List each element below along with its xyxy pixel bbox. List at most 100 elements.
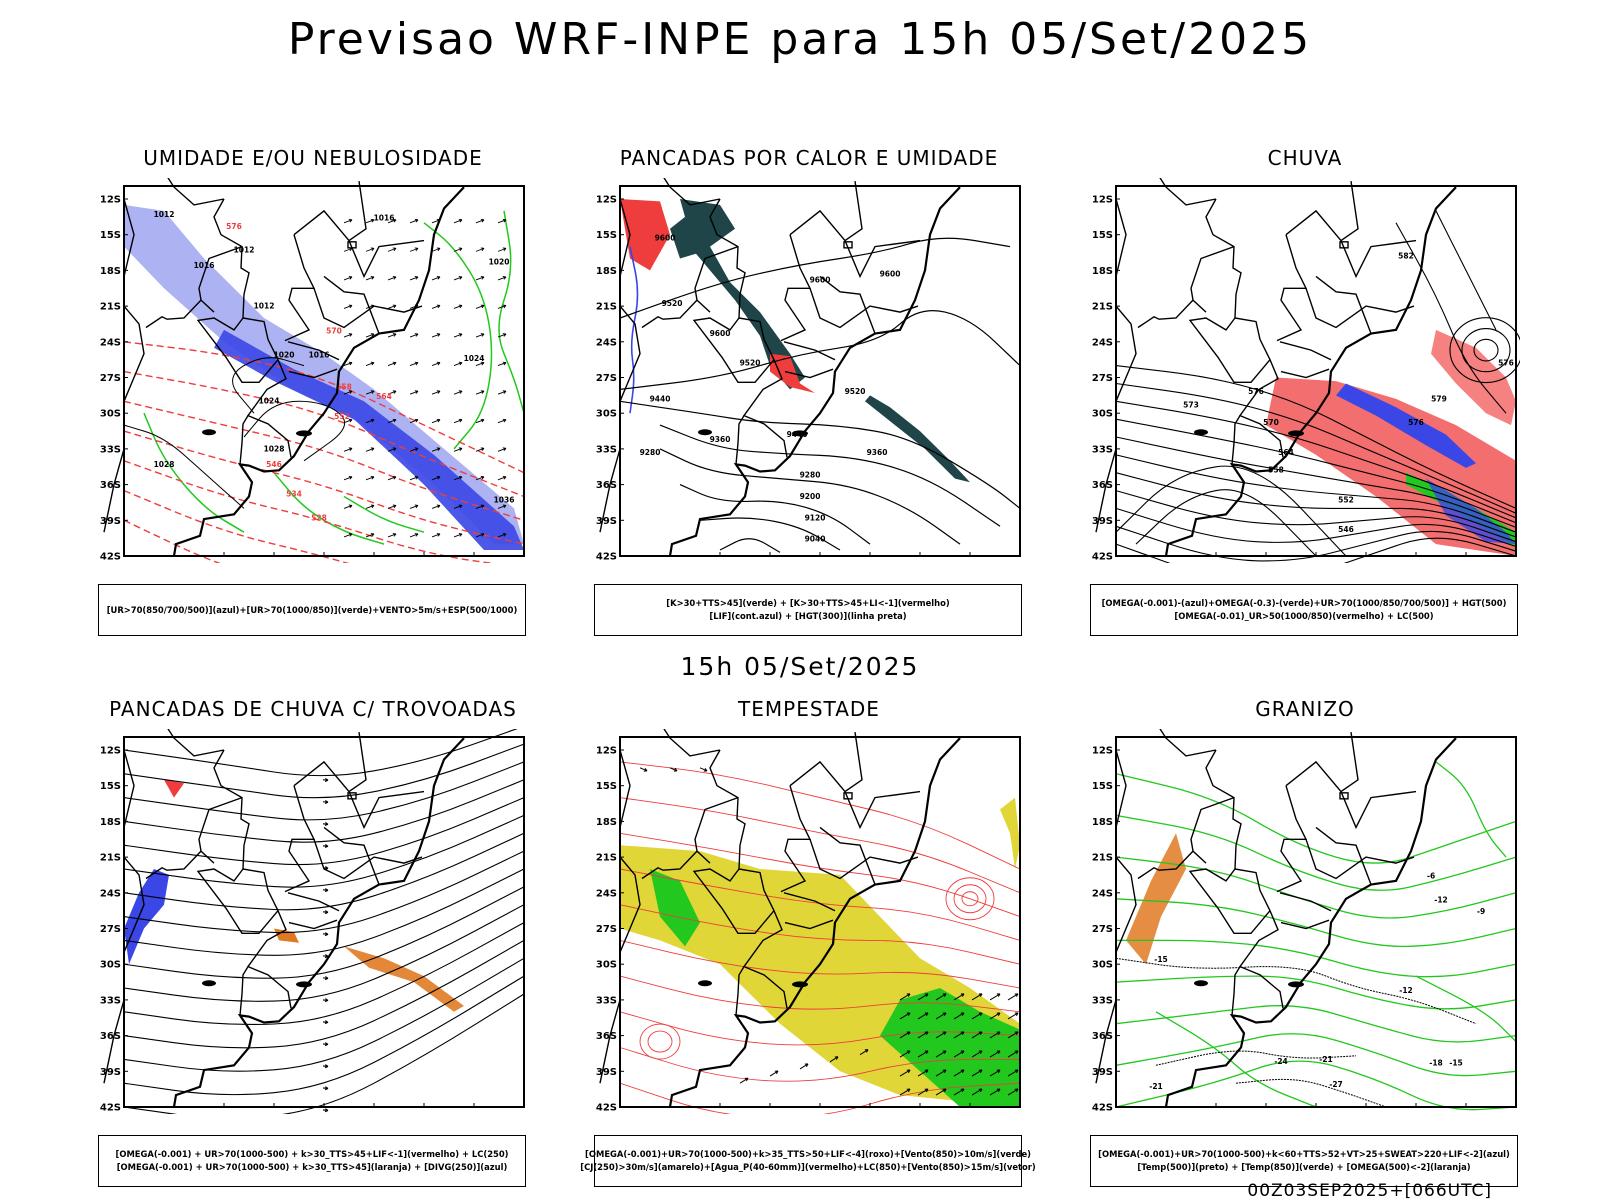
border-line bbox=[1280, 368, 1330, 379]
height-contour bbox=[659, 424, 1001, 527]
wind-arrowhead bbox=[324, 1020, 329, 1025]
lagoa-dos-patos bbox=[792, 981, 808, 988]
wind-arrowhead bbox=[996, 1088, 1001, 1093]
legend-line: [OMEGA(-0.001) + UR>70(1000-500) + k>30_… bbox=[115, 1149, 509, 1159]
border-line bbox=[1276, 785, 1308, 893]
contour-label: -15 bbox=[1449, 1058, 1463, 1067]
panel-title: TEMPESTADE bbox=[738, 697, 880, 721]
temp850-contour bbox=[1435, 761, 1507, 858]
legend-line: [Temp(500)](preto) + [Temp(850)](verde) … bbox=[1137, 1162, 1471, 1172]
height-contour bbox=[679, 484, 871, 545]
height-contour bbox=[1435, 210, 1497, 331]
lat-tick-label: 15S bbox=[596, 781, 617, 792]
wind-arrowhead bbox=[324, 910, 329, 915]
height-contour bbox=[1115, 436, 1517, 528]
wind-vector bbox=[971, 1069, 983, 1077]
wind-arrowhead bbox=[324, 1042, 329, 1047]
streamline bbox=[619, 1047, 1020, 1082]
hail-layer bbox=[1126, 833, 1186, 965]
contour-label: -6 bbox=[1427, 872, 1435, 881]
border-line bbox=[239, 966, 249, 1016]
wind-vector bbox=[899, 993, 911, 1001]
streamline bbox=[619, 797, 1021, 894]
coastline bbox=[172, 737, 465, 1108]
wind-vector bbox=[475, 504, 485, 509]
map-base bbox=[103, 178, 465, 557]
wind-arrowhead bbox=[392, 418, 397, 423]
wind-vector bbox=[899, 1031, 911, 1039]
wind-vector bbox=[917, 1050, 929, 1058]
wind-vectors bbox=[639, 767, 1019, 1096]
lat-tick-label: 36S bbox=[100, 480, 121, 491]
forecast-time-label: 15h 05/Set/2025 bbox=[680, 652, 920, 681]
wind-arrowhead bbox=[370, 504, 375, 509]
streamline bbox=[619, 832, 1021, 918]
border-line bbox=[1279, 892, 1332, 912]
wind-vector bbox=[475, 219, 485, 224]
wind-arrowhead bbox=[392, 304, 397, 309]
panel-title: PANCADAS DE CHUVA C/ TROVOADAS bbox=[109, 697, 517, 721]
wind-arrowhead bbox=[960, 1088, 965, 1093]
wind-arrowhead bbox=[392, 475, 397, 480]
wind-arrowhead bbox=[370, 218, 375, 223]
border-line bbox=[1205, 749, 1284, 1009]
latitude-axis: 12S 15S 18S 21S 24S 27S 30S 33S 36S 39S 42S bbox=[100, 746, 128, 1114]
wind-arrowhead bbox=[480, 333, 485, 337]
high-pressure-ring bbox=[1449, 317, 1520, 384]
lat-tick-label: 21S bbox=[596, 302, 617, 313]
wind-arrowhead bbox=[502, 247, 507, 252]
wind-arrowhead bbox=[906, 1088, 911, 1093]
latitude-axis: 12S 15S 18S 21S 24S 27S 30S 33S 36S 39S 42S bbox=[100, 195, 128, 563]
border-line bbox=[1188, 868, 1271, 934]
wind-vector bbox=[989, 1088, 1001, 1096]
wind-arrowhead bbox=[458, 276, 463, 280]
wind-arrowhead bbox=[480, 475, 485, 480]
latitude-axis: 12S 15S 18S 21S 24S 27S 30S 33S 36S 39S 42S bbox=[1092, 195, 1120, 563]
wind-arrowhead bbox=[348, 333, 353, 337]
border-line bbox=[293, 731, 367, 793]
lake-marker bbox=[347, 792, 357, 800]
wind-arrowhead bbox=[942, 1069, 947, 1074]
streamline bbox=[123, 939, 525, 1049]
wind-vector bbox=[409, 362, 419, 367]
wind-arrowhead bbox=[502, 533, 507, 537]
wind-vector bbox=[343, 390, 353, 395]
wind-vector bbox=[475, 419, 485, 424]
border-line bbox=[1276, 234, 1308, 342]
lat-tick-label: 33S bbox=[100, 444, 121, 455]
wind-vector bbox=[409, 447, 419, 452]
wind-vector bbox=[431, 247, 441, 252]
map-frame bbox=[619, 185, 1021, 557]
lat-tick-label: 27S bbox=[596, 924, 617, 935]
wind-vector bbox=[699, 767, 708, 772]
wind-arrowhead bbox=[392, 533, 397, 537]
andes-border bbox=[599, 198, 641, 533]
wind-vector bbox=[953, 1050, 965, 1058]
lat-tick-label: 24S bbox=[596, 337, 617, 348]
humidity-layer bbox=[123, 204, 525, 563]
wind-arrowhead bbox=[392, 276, 397, 280]
wind-arrowhead bbox=[436, 361, 441, 366]
wind-arrowhead bbox=[996, 1012, 1001, 1016]
lat-tick-label: 24S bbox=[596, 888, 617, 899]
wind-vector bbox=[953, 993, 965, 1001]
wind-vector bbox=[453, 276, 463, 281]
panel-chuva: CHUVA 582 576 579 573 576 570 564 558 552 546 576 1… bbox=[1090, 146, 1520, 636]
lat-tick-label: 12S bbox=[100, 195, 121, 206]
wind-arrowhead bbox=[978, 1069, 983, 1074]
lat-tick-label: 15S bbox=[100, 781, 121, 792]
height-contours bbox=[1115, 210, 1520, 563]
wind-arrowhead bbox=[942, 1031, 947, 1035]
orange-thunder-area bbox=[274, 928, 299, 943]
wind-arrowhead bbox=[1014, 1069, 1019, 1074]
streamline bbox=[619, 904, 1021, 965]
wind-arrowhead bbox=[924, 993, 929, 997]
wind-arrowhead bbox=[370, 333, 375, 337]
lagoa-dos-patos bbox=[296, 981, 312, 988]
legend: [OMEGA(-0.001)+UR>70(1000-500)+k>35_TTS>… bbox=[580, 1135, 1036, 1187]
border-line bbox=[284, 234, 316, 342]
lat-tick-label: 27S bbox=[1092, 373, 1113, 384]
andes-border bbox=[1095, 198, 1137, 533]
instability-area bbox=[670, 216, 700, 259]
strong-instability-area bbox=[620, 199, 670, 271]
